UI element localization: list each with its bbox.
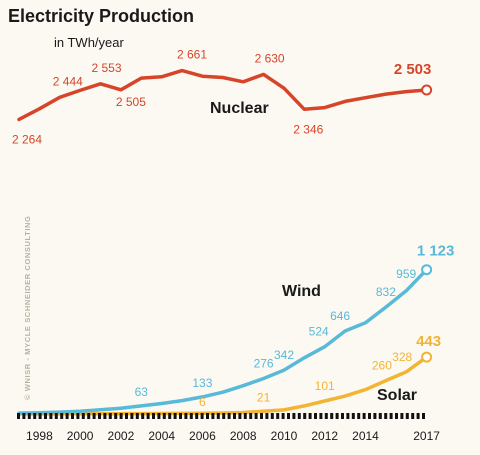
wind-data-label: 524: [309, 325, 329, 339]
nuclear-series-line: [17, 68, 429, 122]
nuclear-data-label: 2 630: [255, 51, 285, 65]
nuclear-data-label: 2 503: [394, 61, 432, 78]
nuclear-data-label: 2 346: [293, 122, 323, 136]
wind-series-name: Wind: [282, 283, 321, 300]
solar-data-label: 260: [372, 359, 392, 373]
copyright-credit: © WNISR - MYCLE SCHNEIDER CONSULTING: [23, 216, 32, 401]
solar-series-line: [17, 355, 429, 416]
solar-data-label: 443: [416, 333, 441, 350]
wind-data-label: 959: [396, 267, 416, 281]
x-tick-label: 2002: [108, 429, 135, 443]
solar-data-label: 101: [315, 379, 335, 393]
wind-data-label: 646: [330, 309, 350, 323]
solar-series-name: Solar: [377, 387, 417, 404]
solar-data-label: 6: [199, 395, 206, 409]
x-tick-label: 2017: [413, 429, 440, 443]
x-tick-label: 2008: [230, 429, 257, 443]
nuclear-end-marker: [421, 84, 433, 96]
nuclear-data-label: 2 264: [12, 132, 42, 146]
x-tick-label: 2014: [352, 429, 379, 443]
x-axis: 1998 2000 2002 2004 2006 2008 2010 2012 2014 2017: [17, 413, 440, 443]
data-labels: 2 264 2 444 2 553 2 505 2 661 2 630 2 346 2 503…: [12, 48, 454, 410]
nuclear-data-label: 2 444: [53, 74, 83, 88]
nuclear-data-label: 2 661: [177, 48, 207, 62]
wind-data-label: 342: [274, 348, 294, 362]
wind-data-label: 276: [254, 357, 274, 371]
series-layer: [17, 68, 433, 416]
wind-data-label: 832: [376, 285, 396, 299]
solar-data-label: 21: [257, 390, 271, 404]
wind-series-line: [17, 267, 429, 415]
x-tick-label: 1998: [26, 429, 53, 443]
wind-data-label: 1 123: [417, 243, 455, 260]
x-tick-label: 2010: [271, 429, 298, 443]
x-tick-label: 2006: [189, 429, 216, 443]
wind-data-label: 133: [192, 376, 212, 390]
wind-data-label: 63: [135, 385, 149, 399]
nuclear-data-label: 2 553: [91, 61, 121, 75]
x-tick-label: 2004: [148, 429, 175, 443]
solar-data-label: 328: [392, 350, 412, 364]
nuclear-series-name: Nuclear: [210, 100, 269, 117]
chart-subtitle: in TWh/year: [54, 35, 125, 50]
solar-end-marker: [421, 351, 433, 363]
nuclear-data-label: 2 505: [116, 95, 146, 109]
wind-end-marker: [421, 264, 433, 276]
x-tick-label: 2012: [311, 429, 338, 443]
chart-title: Electricity Production: [8, 6, 194, 26]
x-tick-label: 2000: [67, 429, 94, 443]
